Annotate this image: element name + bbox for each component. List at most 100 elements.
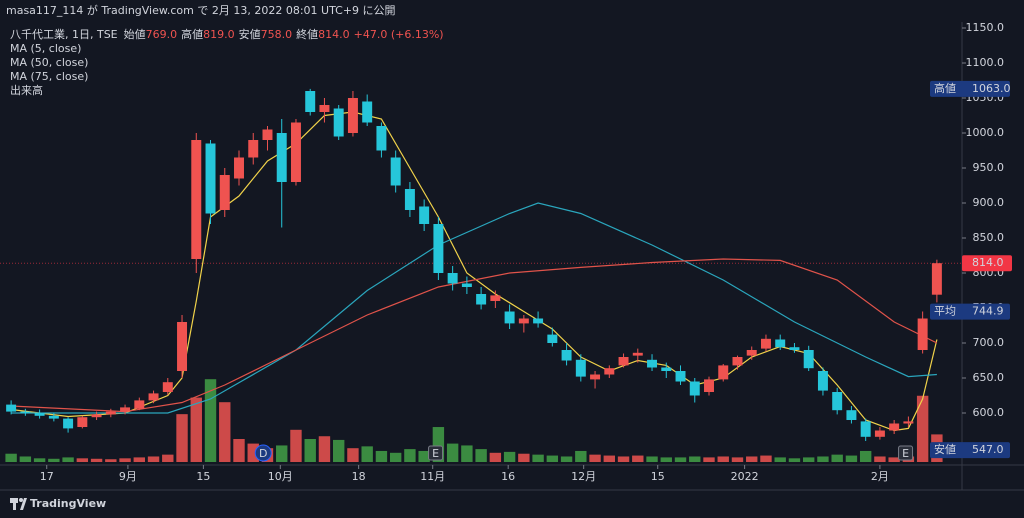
legend-label: 安値 <box>239 27 261 41</box>
volume-bar <box>689 456 701 462</box>
candle-body <box>732 357 743 366</box>
x-tick-label: 17 <box>40 470 54 483</box>
candle-body <box>618 357 629 366</box>
volume-bar <box>19 456 32 462</box>
brand-logo <box>10 498 27 510</box>
volume-bar <box>276 445 288 462</box>
price-badge <box>962 255 1012 272</box>
event-label: D <box>259 447 267 460</box>
candle-body <box>704 379 714 392</box>
volume-bar <box>247 443 259 462</box>
candle-body <box>347 98 358 133</box>
candle-body <box>234 157 244 179</box>
event-badge <box>254 444 272 462</box>
candle-body <box>148 393 159 401</box>
candle-body <box>162 382 173 392</box>
volume-bar <box>674 457 687 462</box>
volume-bar <box>575 450 587 462</box>
candle-body <box>77 417 88 427</box>
volume-bar <box>475 449 487 462</box>
volume-bar <box>105 459 117 462</box>
volume-bar <box>546 455 559 462</box>
price-badge-name: 安値 <box>934 442 956 456</box>
candle-body <box>476 294 487 305</box>
candle-body <box>746 350 757 356</box>
volume-bar <box>703 457 715 462</box>
candle-body <box>718 365 729 380</box>
y-tick-label: 1150.0 <box>966 21 1005 34</box>
candle-body <box>191 140 202 259</box>
y-tick-label: 950.0 <box>973 161 1005 174</box>
candle-body <box>518 318 529 324</box>
candle-body <box>775 339 786 348</box>
candle-body <box>931 263 942 295</box>
candle-body <box>333 108 344 137</box>
volume-bar <box>190 397 202 462</box>
event-badge <box>898 445 914 461</box>
legend-entry: MA (50, close) <box>10 56 88 69</box>
candle-body <box>219 175 230 210</box>
legend-label: 終値 <box>296 27 318 41</box>
y-tick-label: 900.0 <box>973 196 1005 209</box>
volume-bar <box>632 455 644 462</box>
event-badge <box>428 445 444 461</box>
candle-body <box>689 381 700 396</box>
volume-bar <box>603 455 615 462</box>
volume-bar <box>404 449 416 462</box>
volume-bar <box>432 427 445 462</box>
candle-body <box>290 122 301 182</box>
candle-body <box>832 392 843 411</box>
volume-bar <box>874 456 886 462</box>
header: masa117_114 が TradingView.com で 2月 13, 2… <box>6 3 396 17</box>
candle-body <box>91 414 102 418</box>
y-tick-label: 1000.0 <box>966 126 1005 139</box>
volume-bar <box>831 454 843 462</box>
candle-body <box>760 338 771 349</box>
candle-body <box>846 410 857 420</box>
candle-body <box>390 157 401 186</box>
volume-bar <box>760 455 772 462</box>
candle-body <box>276 133 287 182</box>
candle-body <box>789 347 800 350</box>
candle-body <box>205 143 216 214</box>
y-tick-label: 700.0 <box>973 336 1005 349</box>
volume-bar <box>888 457 900 462</box>
candle-body <box>362 101 373 123</box>
volume-bar <box>62 457 74 462</box>
volume-bar <box>803 457 815 462</box>
legend-entry: MA (75, close) <box>10 70 88 83</box>
price-badge <box>930 303 1010 320</box>
volume-bar <box>361 446 373 462</box>
y-tick-label: 650.0 <box>973 371 1005 384</box>
legend-main: 八千代工業, 1日, TSE 始値769.0 高値819.0 安値758.0 終値814… <box>10 27 444 41</box>
x-tick-label: 18 <box>352 470 366 483</box>
y-tick-label: 850.0 <box>973 231 1005 244</box>
candle-body <box>917 318 928 350</box>
candle-body <box>604 368 615 375</box>
x-tick-label: 12月 <box>571 470 596 483</box>
x-tick-label: 2022 <box>731 470 759 483</box>
candle-body <box>490 295 501 301</box>
volume-bar <box>133 457 145 462</box>
legend-value: 814.0 <box>318 28 350 41</box>
ma-line <box>11 202 937 414</box>
candle-body <box>319 105 330 112</box>
volume-bar <box>717 456 729 462</box>
volume-bar <box>5 453 17 462</box>
candle-body <box>48 415 59 419</box>
volume-bar <box>90 458 103 462</box>
legend-value: 758.0 <box>261 28 293 41</box>
candle-body <box>63 418 74 429</box>
candle-body <box>105 411 116 415</box>
candle-body <box>675 371 686 382</box>
candle-body <box>177 322 188 371</box>
candle-body <box>461 283 472 287</box>
volume-bar <box>859 450 872 462</box>
price-badge <box>930 442 1010 459</box>
candle-body <box>561 350 572 361</box>
volume-bar <box>219 402 231 462</box>
legend-entry: 出来高 <box>10 83 43 97</box>
volume-bar <box>461 445 473 462</box>
